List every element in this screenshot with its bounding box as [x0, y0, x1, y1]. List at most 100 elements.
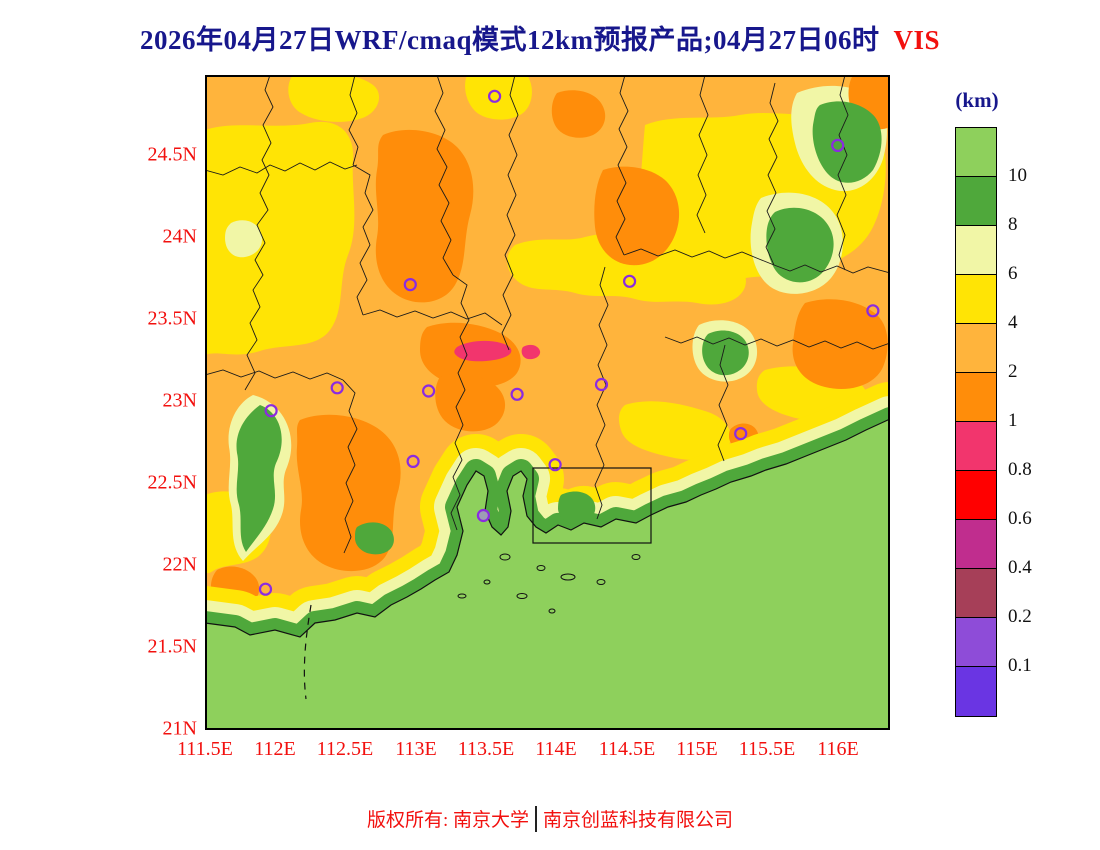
station-marker — [510, 387, 524, 401]
station-marker — [594, 377, 609, 392]
contour-blob — [205, 121, 355, 355]
island — [560, 573, 576, 581]
legend-swatch-1 — [956, 177, 996, 226]
boundary-line — [664, 336, 891, 350]
contour-blob — [618, 401, 731, 460]
boundary-line — [342, 379, 358, 554]
dashed-boundary — [303, 604, 312, 700]
island — [499, 553, 511, 561]
sea-region — [205, 419, 890, 730]
legend-swatch-0 — [956, 128, 996, 177]
legend-swatch-4 — [956, 324, 996, 373]
lon-tick-label: 114E — [535, 738, 577, 760]
vis-1-2-regions — [210, 75, 890, 610]
legend-level-label: 0.1 — [1008, 655, 1032, 676]
station-marker — [831, 138, 845, 153]
lon-tick-label: 116E — [817, 738, 859, 760]
copyright-footer: 版权所有: 南京大学 南京创蓝科技有限公司 — [0, 805, 1100, 832]
lon-tick-label: 112.5E — [316, 738, 374, 760]
legend-level-label: 2 — [1008, 361, 1018, 382]
island — [483, 579, 491, 585]
legend-level-label: 0.2 — [1008, 606, 1032, 627]
contour-blob — [375, 129, 474, 303]
contour-blob — [507, 234, 746, 305]
station-markers — [258, 89, 880, 596]
coastline — [204, 418, 891, 638]
lon-tick-label: 113.5E — [457, 738, 515, 760]
boundary-line — [623, 248, 775, 266]
contour-blob — [225, 220, 263, 258]
footer-divider — [535, 805, 537, 832]
contour-blob — [551, 90, 606, 138]
boundary-line — [765, 82, 779, 266]
county-boundaries — [204, 74, 891, 554]
legend-level-label: 4 — [1008, 312, 1018, 333]
copyright-left: 版权所有: 南京大学 — [366, 810, 529, 831]
island — [536, 565, 546, 571]
boundary-line — [615, 74, 629, 256]
boundary-line — [352, 164, 374, 316]
island — [631, 554, 641, 560]
station-marker — [734, 427, 748, 441]
station-marker — [330, 381, 344, 395]
legend-level-label: 1 — [1008, 410, 1018, 431]
forecast-map — [168, 72, 927, 730]
boundary-line — [717, 344, 729, 462]
boundary-line — [244, 74, 274, 391]
island — [548, 608, 556, 614]
lat-tick-label: 21N — [162, 717, 197, 740]
contour-blob — [812, 101, 882, 183]
lat-tick-label: 24.5N — [147, 143, 197, 166]
lon-tick-label: 115.5E — [738, 738, 796, 760]
legend-colorbar — [955, 127, 997, 717]
station-marker — [422, 384, 436, 398]
page-title: 2026年04月27日WRF/cmaq模式12km预报产品;04月27日06时 … — [0, 18, 1080, 57]
boundary-line — [773, 264, 891, 274]
legend-unit-label: (km) — [955, 88, 999, 112]
legend-level-label: 0.6 — [1008, 508, 1032, 529]
legend-level-label: 10 — [1008, 165, 1027, 186]
lat-tick-label: 22N — [162, 553, 197, 576]
boundary-line — [362, 309, 503, 326]
station-marker — [866, 304, 880, 318]
boundary-line — [204, 161, 358, 176]
lat-tick-label: 21.5N — [147, 635, 197, 658]
island — [457, 593, 467, 599]
lon-tick-label: 111.5E — [177, 738, 233, 760]
legend-swatch-6 — [956, 422, 996, 471]
contour-blob — [355, 522, 394, 555]
lon-tick-label: 115E — [676, 738, 718, 760]
contour-blob — [558, 491, 596, 524]
boundary-line — [594, 266, 609, 520]
islands — [457, 553, 641, 614]
legend-swatch-2 — [956, 226, 996, 275]
station-marker — [264, 404, 278, 418]
station-marker — [623, 274, 637, 288]
boundary-line — [204, 369, 344, 381]
island — [596, 579, 606, 585]
lon-tick-label: 113E — [395, 738, 437, 760]
title-text: 2026年04月27日WRF/cmaq模式12km预报产品;04月27日06时 — [139, 25, 880, 55]
lon-tick-label: 114.5E — [598, 738, 656, 760]
station-marker — [258, 582, 273, 596]
lon-tick-label: 112E — [254, 738, 296, 760]
contour-blob — [435, 374, 506, 432]
legend-swatch-11 — [956, 667, 996, 716]
boundary-line — [501, 74, 519, 351]
station-marker — [406, 454, 420, 468]
map-frame — [205, 75, 890, 730]
contour-blob — [702, 330, 749, 376]
legend-swatch-9 — [956, 569, 996, 618]
station-marker — [403, 278, 417, 292]
island — [516, 593, 528, 599]
legend-level-label: 0.4 — [1008, 557, 1032, 578]
contour-blob — [288, 72, 380, 122]
lat-tick-label: 24N — [162, 225, 197, 248]
region-box — [532, 467, 652, 544]
contour-blob — [792, 299, 888, 389]
lat-tick-label: 22.5N — [147, 471, 197, 494]
contour-blob — [236, 405, 282, 552]
legend-level-label: 6 — [1008, 263, 1018, 284]
legend-swatch-3 — [956, 275, 996, 324]
contour-blob — [454, 340, 512, 362]
